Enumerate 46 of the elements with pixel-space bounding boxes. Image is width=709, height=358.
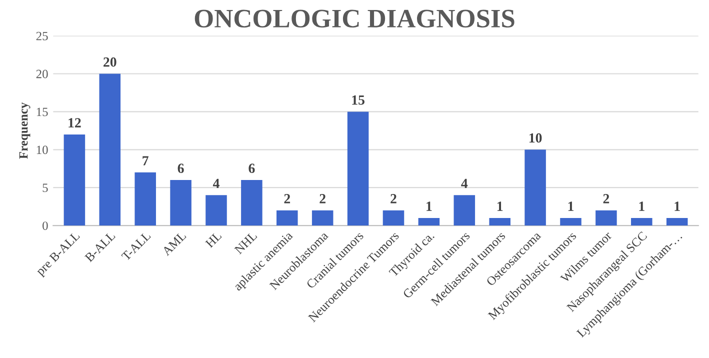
bar [99, 74, 121, 226]
bar [241, 180, 262, 226]
data-label: 1 [497, 202, 503, 211]
bar [312, 210, 334, 226]
bar [454, 195, 476, 226]
y-tick-label: 15 [36, 108, 48, 116]
y-tick-label: 0 [42, 222, 48, 230]
data-label: 1 [426, 202, 432, 211]
data-label: 2 [603, 194, 610, 204]
data-label: 6 [178, 164, 184, 174]
bar [276, 210, 298, 226]
bar [596, 210, 617, 226]
bar [134, 172, 156, 226]
data-label: 10 [529, 133, 542, 143]
bar [382, 210, 404, 226]
data-label: 2 [320, 194, 326, 204]
data-label: 15 [352, 95, 364, 105]
data-label: 12 [68, 118, 81, 128]
bar [347, 112, 369, 226]
bar [666, 218, 688, 226]
x-tick-label: HL [205, 231, 222, 248]
data-label: 1 [568, 202, 574, 211]
data-label: 4 [461, 178, 468, 188]
bar [524, 150, 546, 226]
bar [170, 180, 192, 226]
data-label: 1 [674, 202, 680, 211]
y-tick-label: 5 [42, 184, 48, 192]
data-label: 7 [142, 156, 148, 166]
y-axis-title: Frequency [19, 102, 30, 159]
data-label: 6 [248, 164, 255, 174]
y-tick-label: 25 [36, 32, 48, 40]
bar [489, 218, 510, 226]
y-tick-label: 10 [36, 146, 48, 154]
x-tick-label: NHL [234, 231, 258, 254]
data-label: 1 [639, 202, 644, 211]
bar [64, 134, 86, 226]
bar [418, 218, 440, 226]
data-label: 2 [284, 194, 290, 204]
bar [206, 195, 227, 226]
data-label: 20 [104, 57, 116, 67]
data-label: 2 [390, 194, 396, 204]
chart-title: ONCOLOGIC DIAGNOSIS [194, 10, 514, 28]
bar [631, 218, 652, 226]
bar [560, 218, 582, 226]
data-label: 4 [212, 178, 220, 188]
y-tick-label: 20 [36, 70, 48, 78]
